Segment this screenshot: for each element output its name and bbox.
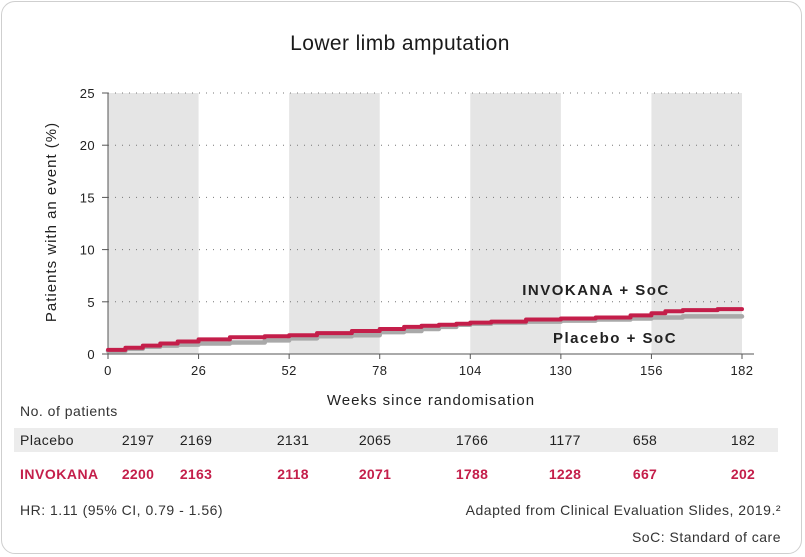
x-tick-label: 182 (731, 363, 754, 378)
row-name-placebo: Placebo (20, 432, 74, 448)
shaded-band-1 (289, 93, 380, 354)
shaded-band-2 (470, 93, 561, 354)
y-tick-label: 25 (80, 86, 95, 101)
series-line-invokana (106, 307, 744, 352)
shaded-band-0 (108, 93, 199, 354)
y-tick-label: 5 (87, 295, 95, 310)
chart-title: Lower limb amputation (290, 32, 510, 55)
x-tick-label: 130 (549, 363, 572, 378)
abbrev-note: SoC: Standard of care (632, 529, 781, 545)
table-cell: 1177 (549, 432, 580, 448)
table-cell: 2065 (359, 432, 391, 448)
x-tick-label: 156 (640, 363, 663, 378)
row-name-invokana: INVOKANA (20, 466, 99, 482)
table-cell: 1228 (549, 466, 581, 482)
hr-note: HR: 1.11 (95% CI, 0.79 - 1.56) (20, 502, 223, 518)
y-tick-label: 20 (80, 138, 95, 153)
y-tick-labels: 0 5 10 15 20 25 (80, 86, 108, 362)
table-cell: 2197 (122, 432, 154, 448)
table-cell: 182 (731, 432, 755, 448)
x-tick-label: 52 (282, 363, 297, 378)
x-tick-label: 0 (104, 363, 112, 378)
table-cell: 1788 (456, 466, 488, 482)
table-cell: 2163 (180, 466, 212, 482)
y-axis-label: Patients with an event (%) (43, 122, 60, 322)
x-tick-label: 26 (191, 363, 206, 378)
y-tick-label: 0 (87, 347, 95, 362)
x-tick-label: 78 (372, 363, 387, 378)
shaded-bands (108, 93, 742, 354)
patients-row-bg (14, 428, 778, 452)
table-cell: 2071 (359, 466, 391, 482)
table-cell: 2169 (180, 432, 212, 448)
patients-table-title: No. of patients (20, 403, 118, 419)
series-label-invokana: INVOKANA + SoC (522, 282, 670, 299)
y-tick-label: 10 (80, 243, 95, 258)
x-tick-label: 104 (459, 363, 482, 378)
series-lines (105, 307, 745, 354)
invokana-row-values: 2200 2163 2118 2071 1788 1228 667 202 (122, 466, 755, 482)
y-tick-label: 15 (80, 190, 95, 205)
table-cell: 2200 (122, 466, 154, 482)
gridlines (108, 92, 742, 303)
x-tick-labels: 0 26 52 78 104 130 156 182 (104, 354, 753, 378)
table-cell: 658 (633, 432, 657, 448)
table-cell: 667 (633, 466, 657, 482)
table-cell: 1766 (456, 432, 488, 448)
placebo-row-values: 2197 2169 2131 2065 1766 1177 658 182 (122, 432, 755, 448)
table-cell: 2131 (277, 432, 309, 448)
source-note: Adapted from Clinical Evaluation Slides,… (466, 502, 781, 518)
table-cell: 2118 (277, 466, 309, 482)
x-axis-label: Weeks since randomisation (327, 392, 535, 409)
axes (107, 93, 754, 355)
series-label-placebo: Placebo + SoC (553, 330, 677, 347)
table-cell: 202 (731, 466, 755, 482)
